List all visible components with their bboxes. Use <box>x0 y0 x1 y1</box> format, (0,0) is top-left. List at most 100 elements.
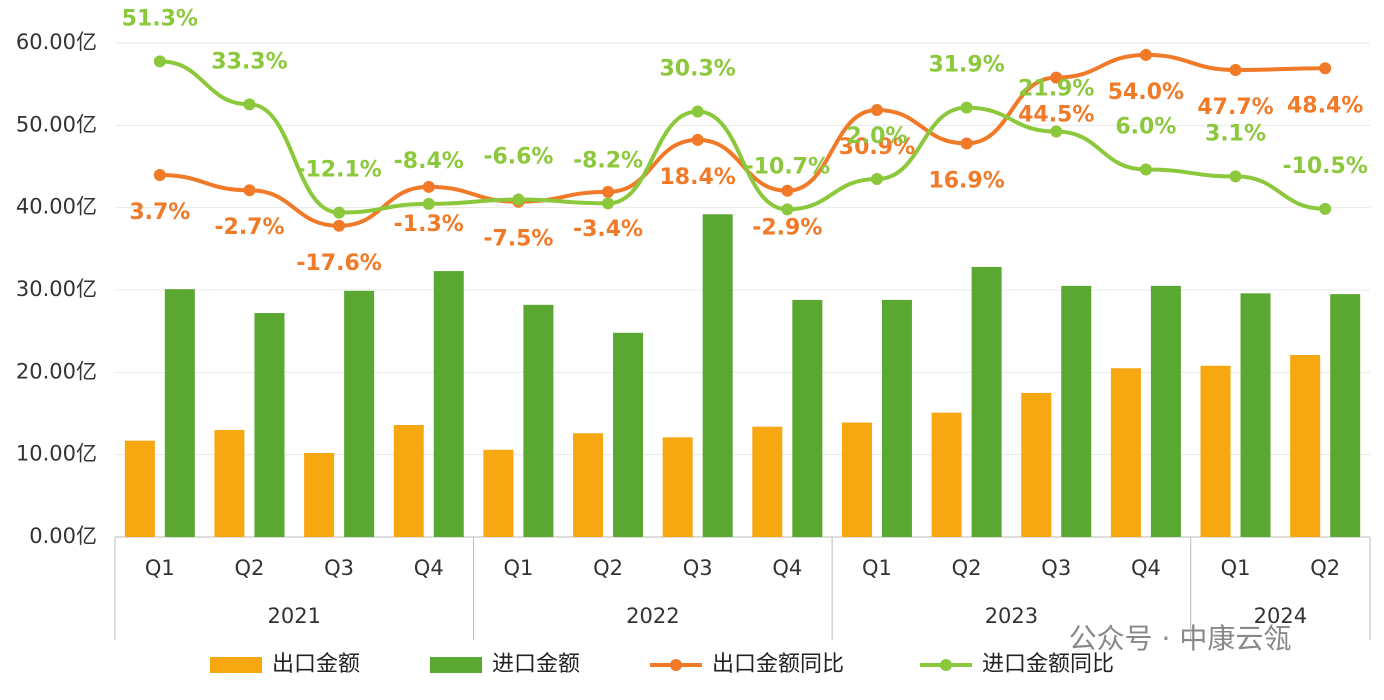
bar <box>483 449 514 537</box>
bar <box>752 426 783 537</box>
watermark: 公众号 · 中康云瓴 <box>1069 622 1292 655</box>
x-tick-label: Q2 <box>1310 556 1340 580</box>
x-tick-label: Q2 <box>235 556 265 580</box>
data-label: 54.0% <box>1108 80 1184 105</box>
bar <box>881 299 912 537</box>
data-label: 30.9% <box>839 135 915 160</box>
y-tick-label: 30.00亿 <box>16 277 97 301</box>
x-tick-label: Q4 <box>414 556 444 580</box>
x-tick-label: Q4 <box>772 556 802 580</box>
line-point <box>1139 163 1152 176</box>
bar <box>1240 293 1271 537</box>
y-tick-label: 60.00亿 <box>16 30 97 54</box>
bar <box>1150 285 1181 537</box>
data-label: -1.3% <box>394 212 464 237</box>
bar <box>164 289 195 537</box>
data-label: -6.6% <box>483 145 553 170</box>
bar <box>1110 368 1141 537</box>
data-label: -2.7% <box>214 215 284 240</box>
x-tick-label: Q4 <box>1131 556 1161 580</box>
bar <box>214 429 245 537</box>
x-tick-label: Q2 <box>952 556 982 580</box>
line-point <box>960 101 973 114</box>
data-label: 2.0% <box>846 124 907 149</box>
line-point <box>602 185 615 198</box>
line-point <box>333 219 346 232</box>
line-point <box>1229 170 1242 183</box>
legend-swatch <box>430 657 482 673</box>
data-label: -10.5% <box>1282 154 1367 179</box>
legend-label: 出口金额同比 <box>712 652 844 677</box>
data-label: -8.4% <box>394 149 464 174</box>
data-label: -17.6% <box>296 251 381 276</box>
legend-swatch <box>670 659 682 671</box>
x-tick-label: Q1 <box>145 556 175 580</box>
legend-swatch <box>940 659 952 671</box>
data-label: -10.7% <box>745 154 830 179</box>
data-label: -2.9% <box>752 216 822 241</box>
line-point <box>870 104 883 117</box>
line-point <box>1229 63 1242 76</box>
legend-swatch <box>210 657 262 673</box>
data-label: 6.0% <box>1115 114 1176 139</box>
data-label: 31.9% <box>928 53 1004 78</box>
bar <box>841 422 872 537</box>
data-label: 48.4% <box>1287 93 1363 118</box>
legend-label: 进口金额同比 <box>982 652 1114 677</box>
bar <box>124 440 155 537</box>
bar <box>792 299 823 537</box>
bar <box>573 433 604 537</box>
data-label: -7.5% <box>483 227 553 252</box>
line-point <box>333 206 346 219</box>
line-point <box>512 193 525 206</box>
y-tick-label: 50.00亿 <box>16 112 97 136</box>
line-point <box>960 137 973 150</box>
x-tick-label: Q2 <box>593 556 623 580</box>
x-tick-label: Q1 <box>1221 556 1251 580</box>
bar <box>344 290 375 537</box>
data-label: 47.7% <box>1197 95 1273 120</box>
x-tick-label: Q3 <box>683 556 713 580</box>
line-point <box>1050 71 1063 84</box>
bar <box>971 266 1002 537</box>
line-point <box>602 197 615 210</box>
data-label: -3.4% <box>573 217 643 242</box>
bar <box>254 313 285 537</box>
y-tick-label: 10.00亿 <box>16 442 97 466</box>
y-tick-label: 0.00亿 <box>29 524 97 548</box>
data-label: 33.3% <box>211 49 287 74</box>
bar <box>433 271 464 537</box>
legend-label: 出口金额 <box>272 652 360 677</box>
bar <box>931 412 962 537</box>
line-point <box>781 184 794 197</box>
data-label: 3.1% <box>1205 121 1266 146</box>
bar <box>702 214 733 537</box>
bar <box>393 425 424 537</box>
line-point <box>1050 125 1063 138</box>
bar <box>1021 392 1052 537</box>
line-point <box>422 180 435 193</box>
line-point <box>1319 62 1332 75</box>
line-point <box>153 55 166 68</box>
bar <box>523 304 554 537</box>
x-tick-label: Q1 <box>503 556 533 580</box>
x-tick-label: Q3 <box>1041 556 1071 580</box>
data-label: 51.3% <box>122 6 198 31</box>
line-point <box>1319 202 1332 215</box>
y-tick-label: 20.00亿 <box>16 359 97 383</box>
line-point <box>422 197 435 210</box>
line-point <box>243 98 256 111</box>
x-tick-label: Q3 <box>324 556 354 580</box>
data-label: 30.3% <box>660 56 736 81</box>
group-label: 2021 <box>268 604 321 628</box>
x-tick-label: Q1 <box>862 556 892 580</box>
data-label: 18.4% <box>660 165 736 190</box>
bar <box>1290 355 1321 537</box>
bar <box>1330 294 1361 537</box>
line-point <box>870 173 883 186</box>
y-tick-label: 40.00亿 <box>16 195 97 219</box>
bar <box>613 332 644 537</box>
line-point <box>781 203 794 216</box>
data-label: 21.9% <box>1018 77 1094 102</box>
group-label: 2024 <box>1254 604 1307 628</box>
